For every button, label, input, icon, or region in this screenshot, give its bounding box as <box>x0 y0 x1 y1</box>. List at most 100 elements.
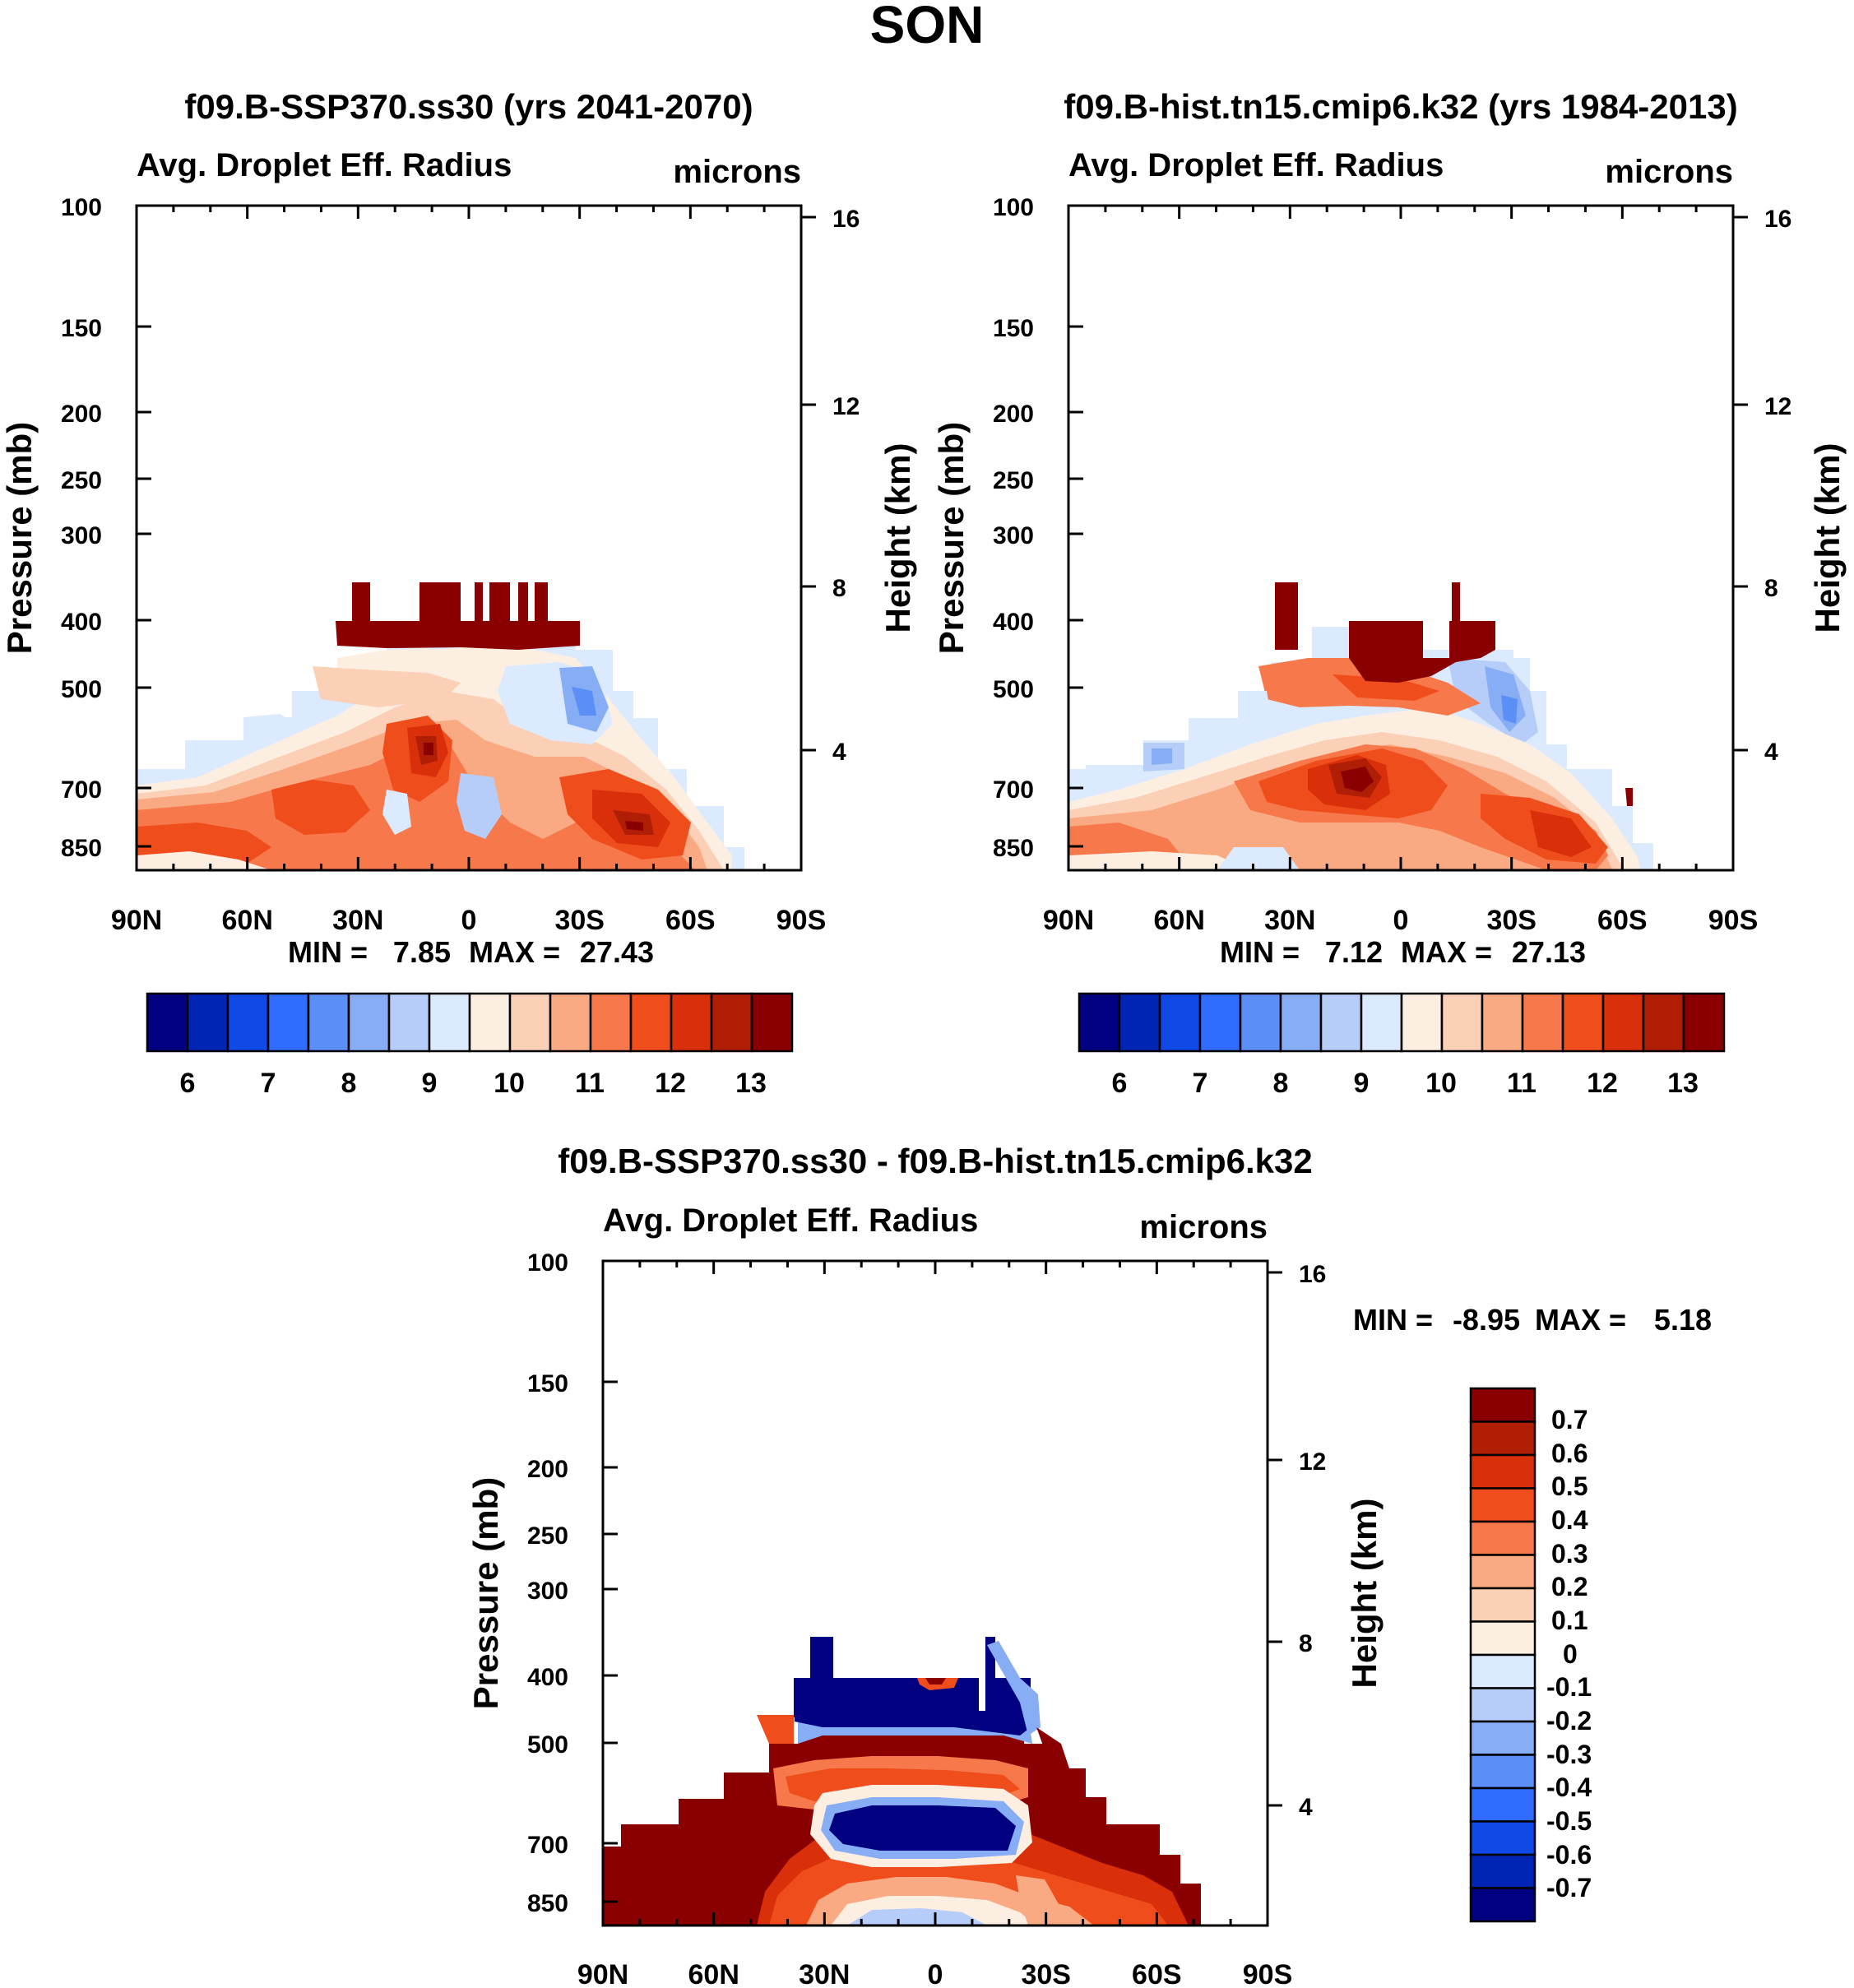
colorbar-swatch <box>1469 1754 1537 1790</box>
colorbar-swatch <box>710 992 753 1053</box>
x-tick-label: 0 <box>461 905 477 936</box>
field-layer <box>1333 674 1439 701</box>
max-value: 5.18 <box>1654 1303 1712 1337</box>
colorbar-swatch <box>1469 1387 1537 1423</box>
y-right-axis-title: Height (km) <box>878 443 917 633</box>
y-tick-label: 150 <box>61 315 102 342</box>
colorbar-label: 10 <box>1425 1068 1457 1099</box>
contour-field <box>603 1637 1201 1925</box>
variable-label: Avg. Droplet Eff. Radius <box>137 147 512 183</box>
y-tick-label: 700 <box>61 776 102 804</box>
units-label: microns <box>673 154 801 190</box>
y-axis-title: Pressure (mb) <box>0 422 39 654</box>
x-tick-label: 90S <box>1243 1959 1293 1988</box>
field-layer <box>1275 582 1298 650</box>
variable-label: Avg. Droplet Eff. Radius <box>603 1203 978 1239</box>
colorbar-label: 13 <box>1667 1068 1699 1099</box>
field-layer <box>1036 1727 1069 1773</box>
colorbar-swatch <box>1469 1820 1537 1856</box>
min-value: 7.12 <box>1325 935 1383 969</box>
field-layer <box>243 714 296 736</box>
colorbar-swatch <box>1469 1453 1537 1490</box>
x-tick-label: 30S <box>1021 1959 1071 1988</box>
max-label: MAX = <box>1401 935 1492 969</box>
y-tick-label: 200 <box>527 1456 568 1483</box>
colorbar-swatch <box>1469 1587 1537 1623</box>
colorbar-swatch <box>1561 992 1605 1053</box>
x-tick-label: 30N <box>799 1959 850 1988</box>
y-right-tick-label: 4 <box>832 739 846 766</box>
y-right-tick-label: 8 <box>1299 1630 1313 1657</box>
colorbar-swatch <box>387 992 431 1053</box>
colorbar-swatch <box>468 992 512 1053</box>
colorbar-swatch <box>1440 992 1484 1053</box>
x-tick-label: 30S <box>554 905 605 936</box>
panel-title: f09.B-SSP370.ss30 (yrs 2041-2070) <box>184 87 753 126</box>
page-title: SON <box>870 0 985 54</box>
x-tick-label: 60S <box>1132 1959 1182 1988</box>
colorbar-label: 13 <box>735 1068 767 1099</box>
colorbar-swatch <box>1469 1887 1537 1923</box>
axes <box>1067 204 1748 870</box>
x-tick-label: 60S <box>1597 905 1648 936</box>
colorbar-label: 0.2 <box>1551 1572 1587 1601</box>
y-axis-title: Pressure (mb) <box>932 422 971 654</box>
y-tick-label: 850 <box>527 1890 568 1917</box>
y-tick-label: 100 <box>993 194 1034 221</box>
colorbar-label: 10 <box>494 1068 525 1099</box>
colorbar-swatch <box>1469 1720 1537 1756</box>
colorbar-swatch <box>226 992 270 1053</box>
y-right-tick-label: 16 <box>832 206 860 233</box>
x-tick-label: 90S <box>1708 905 1759 936</box>
colorbar-swatch <box>1682 992 1726 1053</box>
panel-scenario: f09.B-SSP370.ss30 (yrs 2041-2070) Avg. D… <box>0 87 917 1099</box>
colorbar-label: -0.5 <box>1546 1806 1592 1836</box>
field-layer <box>137 740 695 870</box>
y-tick-label: 250 <box>993 467 1034 494</box>
colorbar-label: 0.5 <box>1551 1471 1587 1501</box>
colorbar-swatch <box>1469 1487 1537 1523</box>
y-right-axis-title: Height (km) <box>1808 443 1847 633</box>
y-right-tick-label: 12 <box>1299 1448 1326 1476</box>
colorbar-swatch <box>186 992 229 1053</box>
variable-label: Avg. Droplet Eff. Radius <box>1068 147 1444 183</box>
y-right-tick-label: 8 <box>1764 575 1778 602</box>
y-tick-label: 200 <box>61 401 102 428</box>
field-layer <box>1242 691 1271 720</box>
colorbar <box>1469 1387 1537 1923</box>
x-tick-label: 30S <box>1486 905 1537 936</box>
field-layer <box>795 1637 1031 1735</box>
colorbar <box>146 992 794 1053</box>
colorbar-swatch <box>428 992 471 1053</box>
colorbar-swatch <box>1469 1554 1537 1590</box>
colorbar-swatch <box>347 992 391 1053</box>
colorbar-swatch <box>1481 992 1524 1053</box>
colorbar-label: 6 <box>180 1068 196 1099</box>
colorbar-swatch <box>508 992 552 1053</box>
colorbar <box>1078 992 1726 1053</box>
panel-title: f09.B-SSP370.ss30 - f09.B-hist.tn15.cmip… <box>558 1142 1312 1180</box>
x-tick-label: 90N <box>1043 905 1094 936</box>
colorbar-swatch <box>1400 992 1444 1053</box>
field-layer <box>1217 847 1300 870</box>
y-tick-label: 500 <box>61 676 102 703</box>
colorbar-swatch <box>1469 1520 1537 1556</box>
field-layer <box>313 666 461 707</box>
x-tick-label: 30N <box>332 905 383 936</box>
colorbar-swatch <box>1601 992 1645 1053</box>
colorbar-swatch <box>1642 992 1685 1053</box>
colorbar-label: -0.4 <box>1546 1773 1592 1802</box>
field-layer <box>424 743 433 755</box>
y-tick-label: 500 <box>993 676 1034 703</box>
colorbar-swatch <box>589 992 633 1053</box>
colorbar-label: 12 <box>1587 1068 1618 1099</box>
colorbar-label: -0.7 <box>1546 1873 1592 1902</box>
colorbar-swatch <box>146 992 189 1053</box>
field-layer <box>1016 1875 1061 1925</box>
panel-title: f09.B-hist.tn15.cmip6.k32 (yrs 1984-2013… <box>1064 87 1737 126</box>
colorbar-swatch <box>1521 992 1564 1053</box>
field-layer <box>757 1715 794 1744</box>
colorbar-swatch <box>1469 1786 1537 1823</box>
y-tick-label: 400 <box>61 609 102 636</box>
